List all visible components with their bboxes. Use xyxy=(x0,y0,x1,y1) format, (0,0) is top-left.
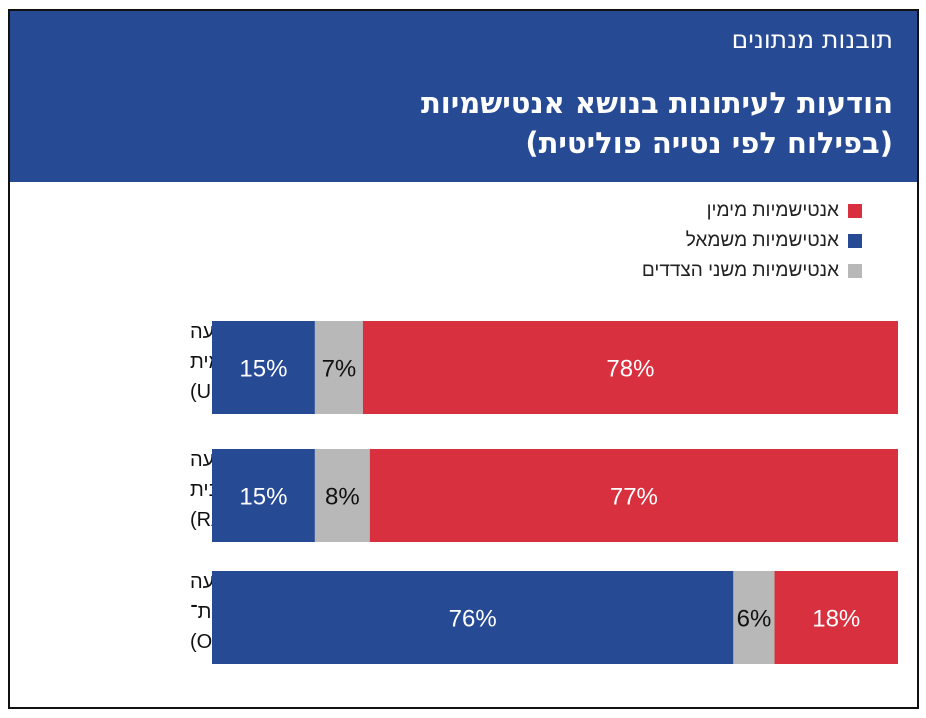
header-banner: תובנות מנתונים הודעות לעיתונות בנושא אנט… xyxy=(10,11,917,182)
legend-label-both: אנטישמיות משני הצדדים xyxy=(641,260,839,281)
data-label-both: 6% xyxy=(737,606,772,633)
bar-both xyxy=(314,321,363,414)
chart-title-line2: (בפילוח לפי נטייה פוליטית) xyxy=(525,126,893,160)
data-label-right: 77% xyxy=(610,484,658,511)
legend-label-right: אנטישמיות מימין xyxy=(706,200,839,221)
data-label-left: 15% xyxy=(239,484,287,511)
legend-swatch-right xyxy=(848,204,862,218)
chart-legend: אנטישמיות מימין אנטישמיות משמאל אנטישמיות … xyxy=(642,196,862,286)
legend-swatch-left xyxy=(848,234,862,248)
bar-both xyxy=(733,571,775,664)
bar-right xyxy=(774,571,898,664)
bar-right xyxy=(369,449,898,542)
bar-left xyxy=(212,449,315,542)
data-label-left: 76% xyxy=(449,606,497,633)
legend-item-both: אנטישמיות משני הצדדים xyxy=(642,256,862,286)
data-label-right: 18% xyxy=(812,606,860,633)
bar-left xyxy=(212,571,734,664)
legend-swatch-both xyxy=(848,264,862,278)
legend-item-right: אנטישמיות מימין xyxy=(642,196,862,226)
header-kicker: תובנות מנתונים xyxy=(731,25,893,54)
bar-left xyxy=(212,321,315,414)
data-label-both: 7% xyxy=(322,356,357,383)
chart-title-line1: הודעות לעיתונות בנושא אנטישמיות xyxy=(420,86,893,120)
chart-title: הודעות לעיתונות בנושא אנטישמיות (בפילוח … xyxy=(421,83,893,163)
data-label-right: 78% xyxy=(606,356,654,383)
bar-both xyxy=(314,449,370,542)
legend-label-left: אנטישמיות משמאל xyxy=(685,230,839,251)
bar-right xyxy=(362,321,898,414)
data-label-left: 15% xyxy=(239,356,287,383)
legend-item-left: אנטישמיות משמאל xyxy=(642,226,862,256)
data-label-both: 8% xyxy=(325,484,360,511)
